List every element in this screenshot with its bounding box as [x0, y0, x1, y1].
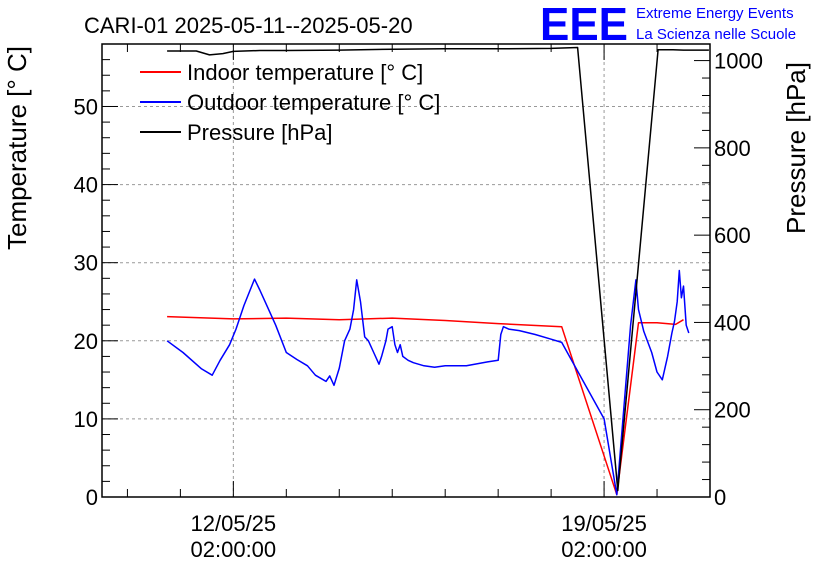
x-tick-label-time: 02:00:00 [191, 537, 277, 562]
eee-branding: EEE Extreme Energy Events La Scienza nel… [540, 0, 796, 50]
legend-label-outdoor: Outdoor temperature [° C] [187, 90, 440, 115]
y2-tick-label: 0 [714, 485, 726, 510]
legend: Indoor temperature [° C] Outdoor tempera… [140, 60, 440, 145]
x-tick-label-date: 12/05/25 [191, 511, 277, 536]
brand-line-2: La Scienza nelle Scuole [636, 26, 796, 43]
chart-title: CARI-01 2025-05-11--2025-05-20 [84, 13, 413, 38]
y2-tick-label: 600 [714, 223, 751, 248]
y-tick-label: 40 [74, 173, 98, 198]
series-layer [166, 46, 709, 496]
y2-tick-label: 1000 [714, 49, 763, 74]
x-tick-label-date: 19/05/25 [561, 511, 647, 536]
eee-logo: EEE [540, 0, 628, 50]
brand-line-1: Extreme Energy Events [636, 5, 794, 22]
outdoor-temperature-line [166, 269, 690, 496]
pressure-line [167, 46, 709, 492]
y2-tick-label: 800 [714, 136, 751, 161]
y-axis-label: Temperature [° C] [2, 46, 32, 250]
axes: 010203040500200400600800100012/05/2502:0… [74, 44, 763, 562]
y-tick-label: 10 [74, 407, 98, 432]
indoor-temperature-line [167, 315, 684, 496]
x-tick-label-time: 02:00:00 [561, 537, 647, 562]
y-tick-label: 20 [74, 329, 98, 354]
y-tick-label: 50 [74, 94, 98, 119]
legend-label-indoor: Indoor temperature [° C] [187, 60, 423, 85]
y2-tick-label: 400 [714, 310, 751, 335]
y-tick-label: 30 [74, 251, 98, 276]
y2-tick-label: 200 [714, 398, 751, 423]
y-tick-label: 0 [86, 485, 98, 510]
legend-label-pressure: Pressure [hPa] [187, 120, 333, 145]
y2-axis-label: Pressure [hPa] [781, 62, 811, 234]
